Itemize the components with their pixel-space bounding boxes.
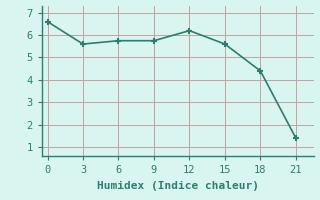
X-axis label: Humidex (Indice chaleur): Humidex (Indice chaleur) [97, 181, 259, 191]
